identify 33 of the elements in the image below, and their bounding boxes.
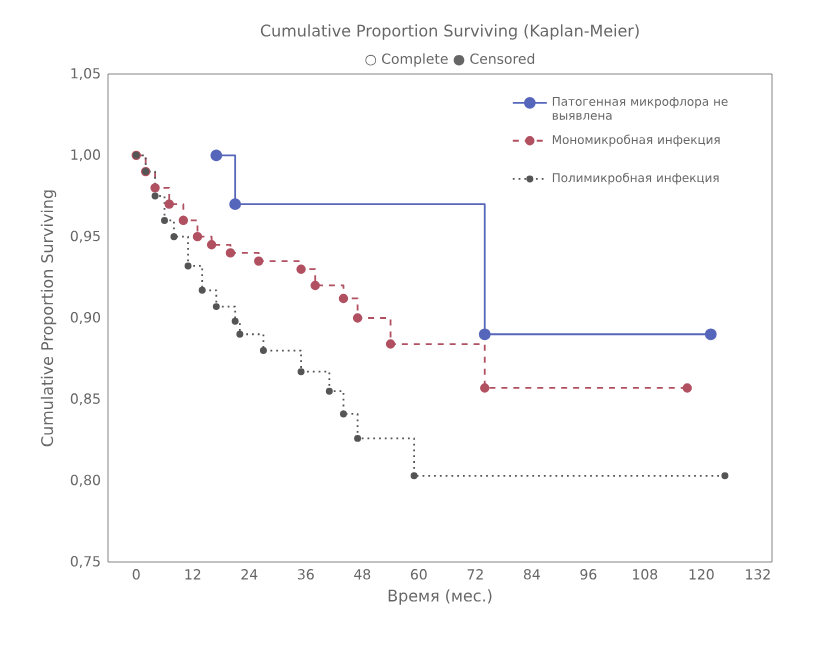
point bbox=[231, 317, 239, 325]
point bbox=[352, 313, 363, 323]
point bbox=[338, 293, 349, 304]
point bbox=[212, 303, 220, 311]
point bbox=[206, 240, 217, 250]
point bbox=[236, 330, 244, 338]
point bbox=[178, 215, 189, 226]
point bbox=[296, 264, 306, 274]
point bbox=[229, 198, 242, 211]
point bbox=[480, 383, 490, 393]
point bbox=[721, 472, 729, 480]
point bbox=[150, 183, 160, 193]
point bbox=[259, 347, 267, 355]
point bbox=[478, 328, 491, 341]
point bbox=[339, 410, 347, 418]
point bbox=[164, 199, 174, 209]
point bbox=[410, 472, 418, 480]
point bbox=[161, 216, 168, 224]
point bbox=[184, 262, 192, 270]
point bbox=[225, 248, 236, 258]
point bbox=[385, 339, 396, 349]
point bbox=[325, 387, 333, 395]
point bbox=[310, 280, 320, 291]
point bbox=[704, 328, 717, 341]
point bbox=[170, 233, 178, 241]
point bbox=[210, 149, 223, 162]
point bbox=[682, 383, 692, 393]
point bbox=[198, 286, 206, 294]
point bbox=[192, 231, 203, 242]
point bbox=[297, 368, 305, 376]
point bbox=[254, 256, 264, 266]
point bbox=[151, 192, 159, 200]
point bbox=[354, 434, 362, 442]
